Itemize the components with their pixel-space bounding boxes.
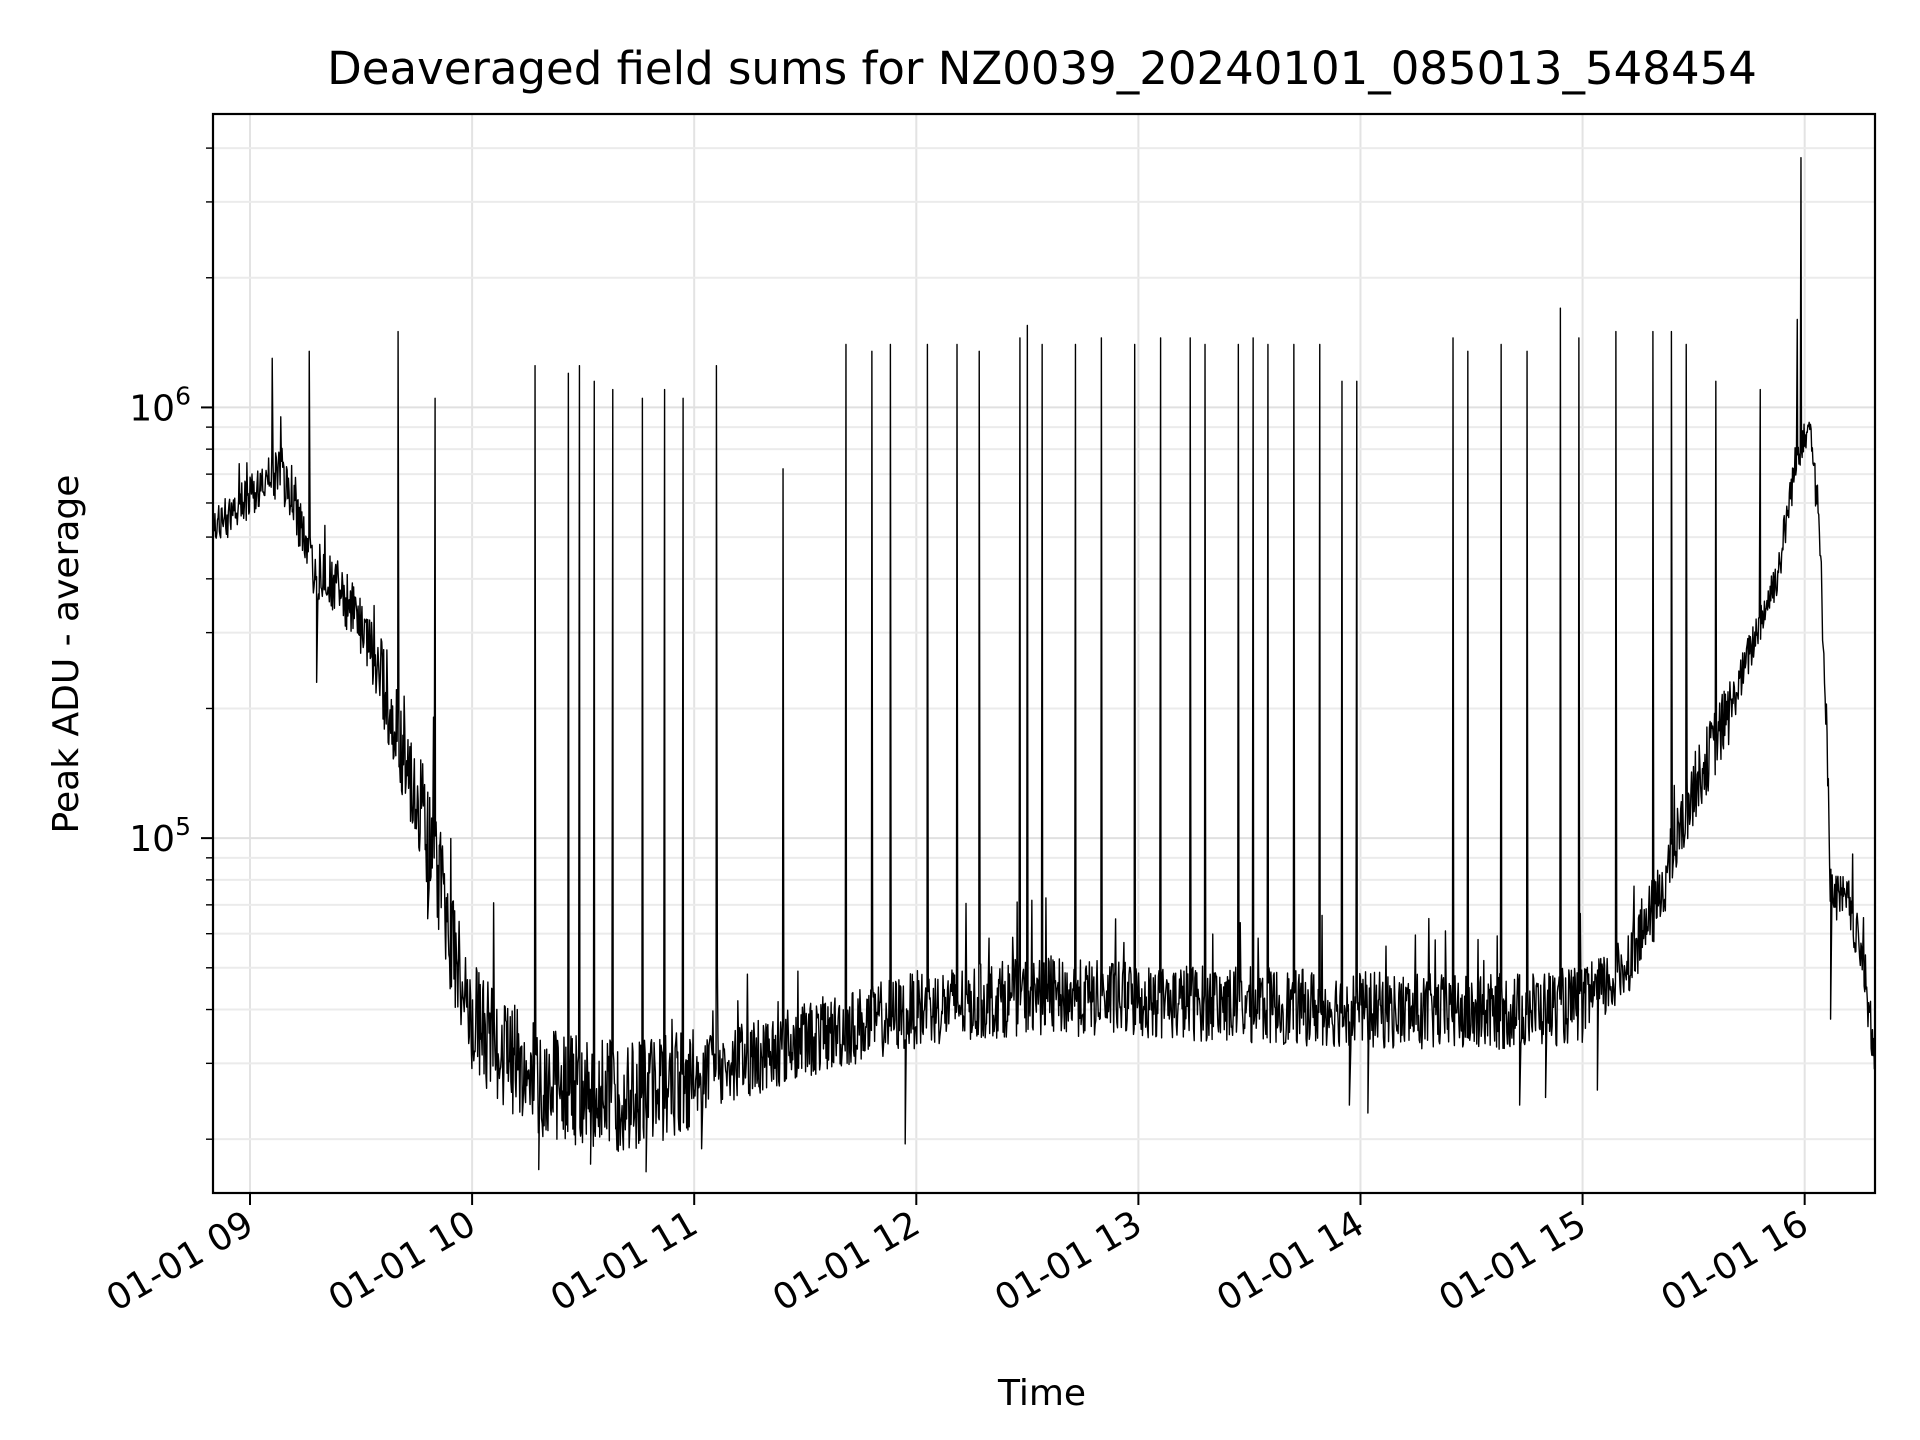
series-line: [212, 157, 1876, 1173]
plot-frame: [211, 112, 1877, 1195]
y-tick-label: 105: [129, 812, 191, 860]
chart-title: Deaveraged field sums for NZ0039_2024010…: [327, 42, 1757, 95]
y-tick-label: 106: [129, 381, 191, 429]
y-axis-label: Peak ADU - average: [46, 475, 87, 834]
grid: [213, 114, 1875, 1193]
data-layer: [212, 157, 1876, 1173]
y-axis: 105 106: [129, 147, 213, 1140]
x-axis-label: Time: [997, 1373, 1086, 1414]
